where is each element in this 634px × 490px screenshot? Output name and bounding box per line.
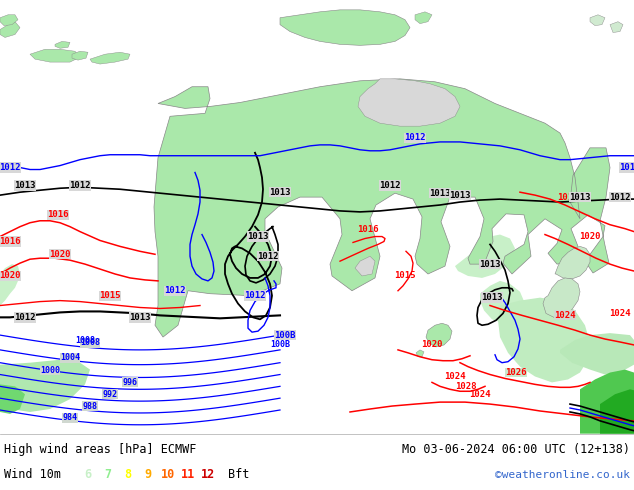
Polygon shape	[415, 12, 432, 24]
Polygon shape	[72, 51, 88, 60]
Text: 1015: 1015	[394, 271, 416, 280]
Text: 1016: 1016	[0, 237, 21, 246]
Text: 1012: 1012	[0, 163, 21, 172]
Text: 1008: 1008	[75, 336, 95, 344]
Text: 1013: 1013	[479, 260, 501, 269]
Text: 1016: 1016	[48, 210, 68, 220]
Text: 1016: 1016	[557, 193, 579, 201]
Polygon shape	[590, 15, 605, 25]
Text: 1013: 1013	[129, 313, 151, 322]
Polygon shape	[0, 22, 20, 37]
Polygon shape	[0, 384, 25, 414]
Text: 1013: 1013	[619, 163, 634, 172]
Text: 1000: 1000	[40, 366, 60, 375]
Text: 1012: 1012	[244, 291, 266, 300]
Text: 1012: 1012	[404, 133, 426, 143]
Polygon shape	[355, 256, 375, 276]
Polygon shape	[90, 52, 130, 64]
Text: 1004: 1004	[60, 353, 80, 362]
Text: 10: 10	[161, 468, 175, 481]
Text: High wind areas [hPa] ECMWF: High wind areas [hPa] ECMWF	[4, 443, 197, 456]
Polygon shape	[358, 79, 460, 126]
Polygon shape	[555, 246, 590, 279]
Text: 7: 7	[105, 468, 112, 481]
Text: 1020: 1020	[0, 271, 21, 280]
Text: 1015: 1015	[100, 291, 120, 300]
Text: 1012: 1012	[14, 313, 36, 322]
Polygon shape	[543, 278, 580, 318]
Text: 1020: 1020	[579, 232, 601, 241]
Text: 1012: 1012	[609, 193, 631, 201]
Polygon shape	[0, 15, 18, 25]
Polygon shape	[498, 297, 590, 382]
Text: 1012: 1012	[69, 181, 91, 190]
Text: 1012: 1012	[257, 252, 279, 261]
Text: 1026: 1026	[505, 368, 527, 377]
Text: 9: 9	[145, 468, 152, 481]
Text: 1013: 1013	[247, 232, 269, 241]
Polygon shape	[600, 389, 634, 434]
Text: Bft: Bft	[228, 468, 249, 481]
Text: 1013: 1013	[14, 181, 36, 190]
Polygon shape	[280, 10, 410, 46]
Text: 1028: 1028	[455, 382, 477, 391]
Polygon shape	[480, 281, 525, 323]
Text: 1013: 1013	[450, 191, 471, 199]
Text: 8: 8	[124, 468, 132, 481]
Polygon shape	[30, 49, 80, 62]
Text: ©weatheronline.co.uk: ©weatheronline.co.uk	[495, 470, 630, 480]
Polygon shape	[55, 41, 70, 49]
Polygon shape	[0, 264, 20, 306]
Text: 1013: 1013	[481, 293, 503, 302]
Text: 100B: 100B	[270, 341, 290, 349]
Text: 12: 12	[201, 468, 215, 481]
Text: 1012: 1012	[164, 286, 186, 295]
Text: 996: 996	[122, 378, 138, 387]
Text: 1016: 1016	[357, 225, 378, 234]
Text: 1013: 1013	[269, 188, 291, 196]
Text: 11: 11	[181, 468, 195, 481]
Text: 1024: 1024	[444, 372, 466, 381]
Text: 992: 992	[103, 390, 117, 399]
Polygon shape	[610, 22, 623, 32]
Text: 1024: 1024	[469, 390, 491, 399]
Text: Mo 03-06-2024 06:00 UTC (12+138): Mo 03-06-2024 06:00 UTC (12+138)	[402, 443, 630, 456]
Text: Wind 10m: Wind 10m	[4, 468, 61, 481]
Polygon shape	[455, 235, 515, 278]
Text: 1013: 1013	[569, 193, 591, 201]
Text: 1020: 1020	[421, 341, 443, 349]
Text: 1024: 1024	[554, 311, 576, 320]
Text: 100B: 100B	[275, 331, 295, 340]
Text: 984: 984	[63, 414, 77, 422]
Text: 1020: 1020	[49, 250, 71, 259]
Text: 1008: 1008	[80, 339, 100, 347]
Text: 6: 6	[84, 468, 91, 481]
Polygon shape	[416, 350, 424, 357]
Text: 988: 988	[82, 401, 98, 411]
Polygon shape	[426, 323, 452, 347]
Polygon shape	[154, 79, 610, 337]
Polygon shape	[0, 360, 90, 412]
Text: 1024: 1024	[609, 309, 631, 318]
Polygon shape	[560, 333, 634, 374]
Text: 1012: 1012	[379, 181, 401, 190]
Polygon shape	[580, 369, 634, 434]
Text: 1013: 1013	[429, 189, 451, 197]
